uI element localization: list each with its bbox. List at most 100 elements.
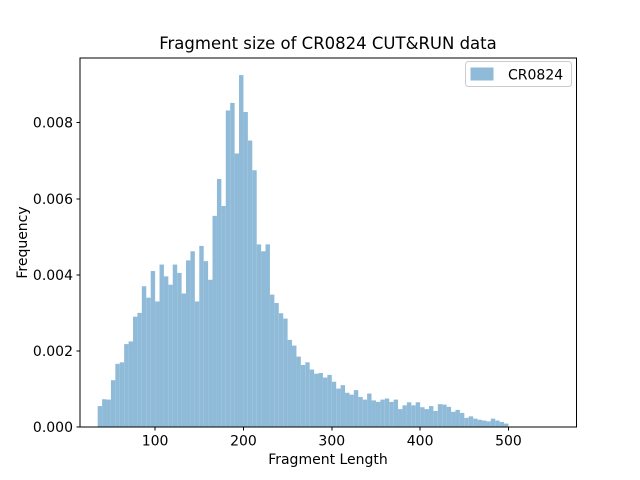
histogram-bar <box>97 406 103 427</box>
histogram-bar <box>402 405 407 427</box>
histogram-bar <box>168 284 173 427</box>
histogram-bar <box>406 402 412 427</box>
histogram-bar <box>137 312 142 427</box>
histogram-bar <box>292 345 297 427</box>
y-tick-label: 0.006 <box>33 192 73 208</box>
histogram-bar <box>296 356 301 427</box>
histogram-bar <box>283 318 288 427</box>
histogram-bar <box>437 404 443 427</box>
histogram-bar <box>459 412 465 427</box>
x-tick-label: 500 <box>495 434 522 450</box>
legend-label: CR0824 <box>508 68 563 84</box>
plot-frame <box>79 57 577 428</box>
histogram-bar <box>243 112 248 428</box>
histogram-bar <box>181 293 187 427</box>
histogram-bar <box>172 264 178 427</box>
histogram-bar <box>309 369 315 427</box>
histogram-bar <box>380 399 385 427</box>
histogram-bar <box>287 339 293 427</box>
histogram-bar <box>124 344 129 427</box>
histogram-bar <box>300 364 306 427</box>
legend: CR0824 <box>465 61 572 87</box>
histogram-bar <box>428 406 434 427</box>
histogram-bar <box>464 417 469 427</box>
histogram-bar <box>208 279 213 427</box>
histogram-bar <box>234 153 240 428</box>
histogram-bar <box>305 362 310 427</box>
histogram-bar <box>177 272 182 427</box>
histogram-bar <box>318 372 323 427</box>
histogram-bar <box>106 399 111 427</box>
histogram-bar <box>155 301 160 427</box>
histogram-bar <box>119 362 125 427</box>
y-tick-label: 0.000 <box>33 420 73 436</box>
histogram-bar <box>442 404 447 427</box>
x-tick-label: 200 <box>230 434 257 450</box>
histogram-bar <box>261 251 266 427</box>
histogram-bar <box>216 178 222 427</box>
y-tick-label: 0.002 <box>33 344 73 360</box>
histogram-bar <box>203 261 209 427</box>
histogram-bar <box>331 381 337 427</box>
histogram-bar <box>212 215 217 427</box>
histogram-bar <box>146 297 151 427</box>
legend-swatch <box>470 67 494 81</box>
histogram-bar <box>446 406 452 427</box>
x-tick-label: 100 <box>142 434 169 450</box>
histogram-bar <box>353 390 359 427</box>
histogram-bar <box>481 420 487 427</box>
histogram-bar <box>340 385 346 427</box>
histogram-bar <box>221 205 226 427</box>
x-tick-label: 300 <box>318 434 345 450</box>
histogram-bar <box>490 418 496 427</box>
histogram-bar <box>278 313 284 427</box>
histogram-bar <box>336 388 341 427</box>
histogram-bar <box>322 377 328 427</box>
histogram-bar <box>389 401 394 427</box>
histogram-bar <box>102 399 107 427</box>
histogram-bar <box>133 316 138 427</box>
histogram-bar <box>495 420 500 427</box>
histogram-bar <box>115 363 120 427</box>
y-tick-label: 0.008 <box>33 116 73 132</box>
histogram-bar <box>398 409 403 427</box>
histogram-bar <box>504 423 509 427</box>
histogram-bar <box>128 341 134 427</box>
histogram-bar <box>486 421 491 427</box>
histogram-bar <box>141 286 147 427</box>
histogram-bar <box>150 271 156 427</box>
histogram-bar <box>393 399 399 427</box>
histogram-bar <box>252 170 257 427</box>
histogram-bar <box>349 394 354 427</box>
histogram-bar <box>371 400 376 427</box>
histogram-bar <box>256 244 262 427</box>
y-tick-label: 0.004 <box>33 268 73 284</box>
histogram-bar <box>420 407 425 427</box>
histogram-bar <box>230 102 235 427</box>
histogram-bar <box>110 380 116 427</box>
histogram-bar <box>433 411 438 427</box>
axes: 100 200 300 400 500 0.000 0.002 0.004 0.006 0.008 <box>33 57 577 450</box>
histogram-bar <box>327 374 332 427</box>
histogram-bars <box>97 75 509 428</box>
histogram-bar <box>358 396 363 427</box>
histogram-bar <box>455 409 460 427</box>
histogram-bar <box>473 418 478 427</box>
histogram-bar <box>468 416 474 427</box>
histogram-bar <box>274 302 279 427</box>
histogram-bar <box>239 75 244 428</box>
histogram-bar <box>265 244 270 427</box>
histogram-bar <box>362 399 368 427</box>
histogram-bar <box>384 398 390 427</box>
x-axis-label: Fragment Length <box>268 452 388 468</box>
histogram-bar <box>415 402 421 427</box>
histogram-bar <box>411 405 416 427</box>
histogram-bar <box>499 422 505 427</box>
x-tick-label: 400 <box>407 434 434 450</box>
histogram-bar <box>451 411 456 427</box>
histogram-bar <box>477 419 482 427</box>
chart-title: Fragment size of CR0824 CUT&RUN data <box>159 34 497 53</box>
histogram-bar <box>375 401 381 427</box>
